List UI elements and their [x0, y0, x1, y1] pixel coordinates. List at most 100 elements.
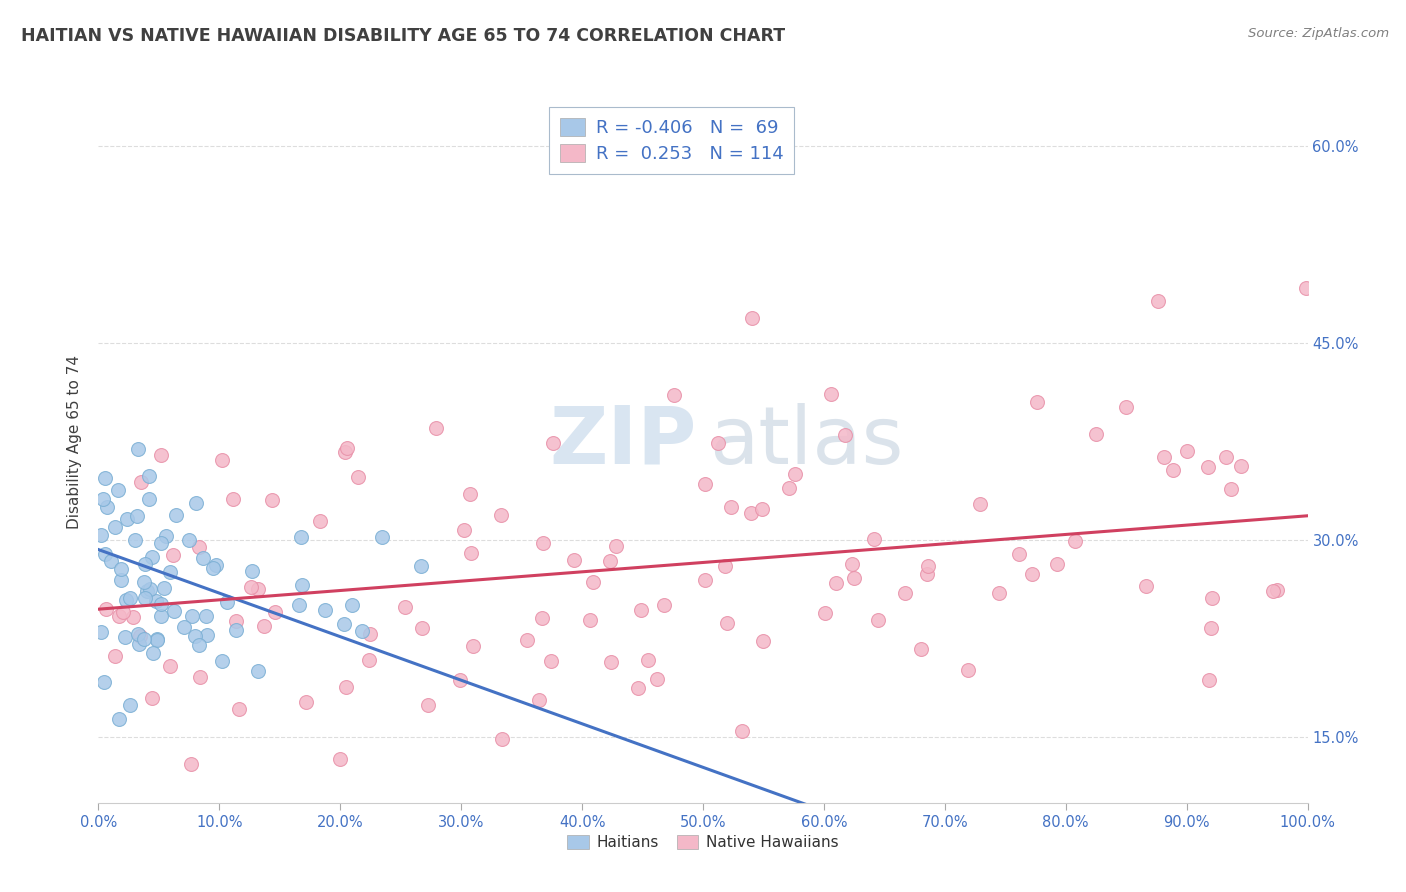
Point	[1115, 400, 1137, 414]
Point	[142, 646, 165, 660]
Point	[529, 692, 551, 706]
Point	[150, 609, 173, 624]
Point	[131, 475, 153, 489]
Point	[449, 673, 471, 687]
Point	[163, 604, 186, 618]
Point	[740, 506, 762, 520]
Point	[141, 691, 163, 706]
Point	[90, 625, 112, 640]
Point	[149, 449, 172, 463]
Point	[291, 578, 314, 592]
Point	[132, 632, 155, 646]
Point	[1064, 533, 1087, 548]
Point	[637, 653, 659, 667]
Point	[541, 436, 564, 450]
Point	[917, 558, 939, 573]
Point	[246, 582, 269, 596]
Point	[118, 591, 141, 605]
Point	[188, 670, 211, 684]
Point	[1046, 557, 1069, 571]
Point	[314, 603, 336, 617]
Point	[411, 558, 433, 573]
Point	[114, 592, 136, 607]
Point	[335, 680, 357, 694]
Point	[741, 310, 763, 325]
Y-axis label: Disability Age 65 to 74: Disability Age 65 to 74	[67, 354, 83, 529]
Point	[778, 481, 800, 495]
Point	[842, 571, 865, 585]
Point	[134, 591, 156, 605]
Point	[866, 613, 889, 627]
Point	[195, 627, 218, 641]
Point	[127, 442, 149, 456]
Point	[114, 630, 136, 644]
Point	[714, 558, 737, 573]
Point	[184, 496, 207, 510]
Text: ZIP: ZIP	[550, 402, 697, 481]
Point	[652, 598, 675, 612]
Point	[153, 582, 176, 596]
Point	[425, 421, 447, 435]
Point	[90, 528, 112, 542]
Point	[695, 573, 717, 587]
Point	[1153, 450, 1175, 464]
Point	[834, 428, 856, 442]
Point	[159, 565, 181, 579]
Point	[910, 641, 932, 656]
Point	[183, 629, 205, 643]
Point	[120, 698, 142, 712]
Point	[173, 620, 195, 634]
Point	[814, 606, 837, 620]
Point	[290, 529, 312, 543]
Point	[645, 672, 668, 686]
Point	[104, 648, 127, 663]
Point	[600, 655, 623, 669]
Point	[333, 616, 356, 631]
Point	[894, 586, 917, 600]
Point	[215, 595, 238, 609]
Point	[627, 681, 650, 695]
Point	[205, 558, 228, 572]
Point	[731, 724, 754, 739]
Point	[177, 533, 200, 548]
Point	[371, 530, 394, 544]
Point	[1265, 583, 1288, 598]
Point	[108, 609, 131, 624]
Point	[125, 508, 148, 523]
Point	[107, 483, 129, 497]
Point	[96, 601, 118, 615]
Point	[107, 712, 129, 726]
Point	[460, 546, 482, 560]
Point	[346, 469, 368, 483]
Point	[1135, 579, 1157, 593]
Point	[582, 575, 605, 590]
Point	[716, 616, 738, 631]
Point	[1147, 294, 1170, 309]
Point	[329, 752, 352, 766]
Point	[165, 508, 187, 522]
Point	[599, 813, 621, 827]
Point	[1215, 450, 1237, 464]
Point	[288, 599, 311, 613]
Point	[340, 598, 363, 612]
Point	[335, 444, 357, 458]
Point	[820, 387, 842, 401]
Point	[110, 561, 132, 575]
Point	[191, 551, 214, 566]
Point	[1084, 427, 1107, 442]
Point	[187, 540, 209, 554]
Point	[188, 638, 211, 652]
Point	[605, 539, 627, 553]
Point	[662, 388, 685, 402]
Point	[150, 536, 173, 550]
Point	[115, 512, 138, 526]
Point	[863, 532, 886, 546]
Point	[336, 441, 359, 455]
Point	[225, 623, 247, 637]
Point	[225, 614, 247, 628]
Point	[1198, 460, 1220, 475]
Point	[1201, 591, 1223, 605]
Point	[453, 523, 475, 537]
Point	[128, 636, 150, 650]
Point	[94, 548, 117, 562]
